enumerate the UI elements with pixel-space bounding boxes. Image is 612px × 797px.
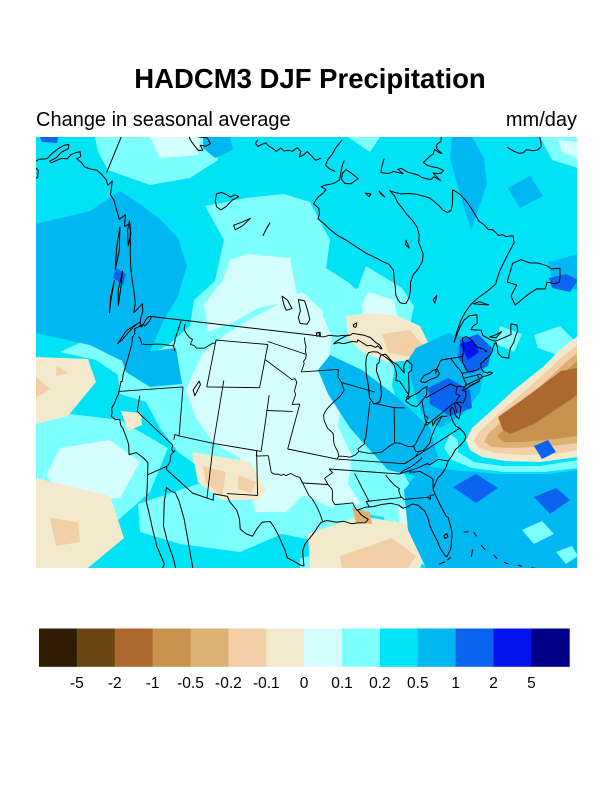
svg-text:0.1: 0.1 [331,675,353,692]
svg-text:5: 5 [527,675,536,692]
svg-text:mm/day: mm/day [506,109,577,131]
svg-text:1: 1 [451,675,460,692]
svg-text:-0.5: -0.5 [177,675,204,692]
svg-text:HADCM3 DJF Precipitation: HADCM3 DJF Precipitation [134,63,485,94]
svg-text:-1: -1 [146,675,160,692]
svg-text:-0.1: -0.1 [253,675,280,692]
svg-text:2: 2 [489,675,498,692]
svg-text:0.5: 0.5 [407,675,429,692]
svg-text:0.2: 0.2 [369,675,391,692]
svg-text:-2: -2 [108,675,122,692]
svg-text:0: 0 [300,675,309,692]
svg-text:-0.2: -0.2 [215,675,242,692]
svg-text:Change in seasonal average: Change in seasonal average [36,109,291,131]
svg-text:-5: -5 [70,675,84,692]
